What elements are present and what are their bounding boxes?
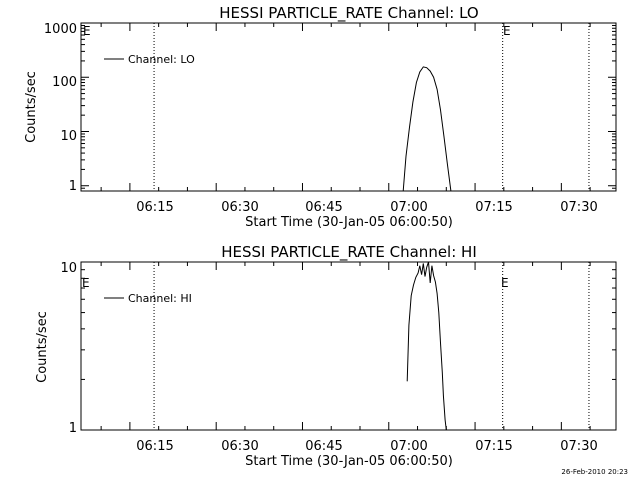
panel-hi-x-tick-label: 06:15: [136, 439, 173, 454]
panel-hi-y-axis-label: Counts/sec: [35, 311, 50, 383]
panel-lo-plot-area: [81, 22, 616, 192]
generated-timestamp: 26-Feb-2010 20:23: [561, 468, 628, 476]
panel-lo: HESSI PARTICLE_RATE Channel: LO Counts/s…: [24, 4, 617, 230]
panel-lo-y-tick-label: 1000: [44, 22, 77, 37]
panel-lo-x-tick-label: 07:00: [390, 200, 427, 215]
panel-lo-series-line: [402, 66, 452, 192]
panel-hi: HESSI PARTICLE_RATE Channel: HI Counts/s…: [35, 243, 617, 469]
panel-hi-y-tick-label: 10: [60, 261, 77, 276]
panel-lo-x-tick-label: 07:30: [560, 200, 597, 215]
panel-lo-y-tick-label: 10: [60, 129, 77, 144]
panel-lo-edge-label: E: [83, 24, 91, 38]
panel-hi-x-tick-label: 07:30: [560, 439, 597, 454]
panel-lo-vline-label: E: [503, 24, 511, 38]
panel-lo-x-axis-label: Start Time (30-Jan-05 06:00:50): [245, 215, 453, 230]
panel-lo-x-tick-label: 06:45: [305, 200, 342, 215]
panel-lo-x-tick-label: 06:15: [136, 200, 173, 215]
panel-hi-title: HESSI PARTICLE_RATE Channel: HI: [221, 243, 477, 262]
panel-hi-plot-area: [81, 261, 616, 431]
panel-lo-axes-frame: [80, 22, 617, 192]
panel-hi-x-tick-label: 06:30: [221, 439, 258, 454]
panel-lo-legend-label: Channel: LO: [128, 53, 195, 66]
panel-lo-title: HESSI PARTICLE_RATE Channel: LO: [219, 4, 478, 23]
panel-hi-x-axis-label: Start Time (30-Jan-05 06:00:50): [245, 454, 453, 469]
panel-lo-y-tick-label: 100: [52, 75, 77, 90]
panel-lo-x-tick-label: 06:30: [221, 200, 258, 215]
panel-hi-x-tick-label: 07:00: [390, 439, 427, 454]
panel-lo-y-axis-label: Counts/sec: [24, 71, 39, 143]
panel-hi-edge-label: E: [82, 276, 90, 290]
panel-hi-legend-label: Channel: HI: [128, 292, 192, 305]
panel-hi-y-tick-label: 1: [69, 421, 77, 436]
panel-hi-x-tick-label: 07:15: [475, 439, 512, 454]
panel-hi-vline-label: E: [501, 276, 509, 290]
panel-lo-x-tick-label: 07:15: [475, 200, 512, 215]
panel-hi-x-tick-label: 06:45: [305, 439, 342, 454]
panel-lo-y-tick-label: 1: [69, 179, 77, 194]
panel-hi-axes-frame: [80, 261, 617, 431]
panel-hi-series-line: [406, 261, 447, 431]
